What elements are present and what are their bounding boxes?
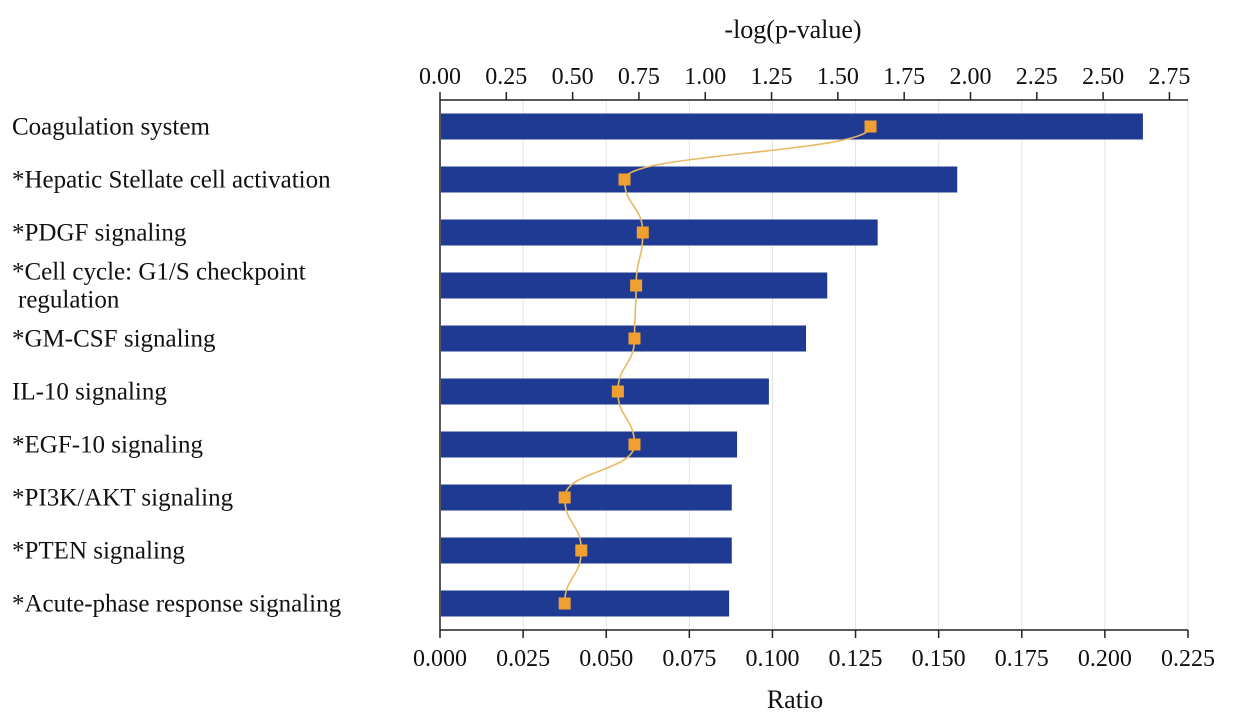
category-label-line: *Hepatic Stellate cell activation [12,167,331,194]
bar [441,219,878,246]
top-tick-label: 0.50 [552,64,594,90]
category-label-line: *GM-CSF signaling [12,326,216,353]
bottom-tick-label: 0.125 [829,646,883,672]
bottom-tick-label: 0.100 [745,646,799,672]
bar [441,325,807,352]
bar [441,590,730,617]
category-label-line: *EGF-10 signaling [12,432,203,459]
top-tick-label: 0.00 [419,64,461,90]
category-label-line: *PDGF signaling [12,220,187,247]
ratio-marker [628,332,641,345]
category-label: *Cell cycle: G1/S checkpoint regulation [12,259,306,314]
category-label: IL-10 signaling [12,379,167,406]
bottom-axis-title: Ratio [767,685,823,714]
category-label-line: *PI3K/AKT signaling [12,485,234,512]
category-label-line: *PTEN signaling [12,538,185,565]
top-tick-label: 0.25 [485,64,527,90]
category-label: *PDGF signaling [12,220,187,247]
category-label: *EGF-10 signaling [12,432,203,459]
top-tick-label: 2.25 [1016,64,1058,90]
ratio-line [563,126,872,604]
category-label-line: Coagulation system [12,114,210,141]
top-tick-label: 1.50 [817,64,859,90]
ratio-marker [558,491,571,504]
category-label: *Acute-phase response signaling [12,591,342,618]
category-label-line: *Acute-phase response signaling [12,591,342,618]
bar [441,431,738,458]
category-label: *GM-CSF signaling [12,326,216,353]
top-tick-label: 2.00 [949,64,991,90]
category-label-line: regulation [18,287,120,314]
ratio-marker [864,120,877,133]
line-layer [558,120,877,610]
bar [441,113,1143,140]
category-label: *PTEN signaling [12,538,185,565]
axis-layer: 0.00 0.25 0.50 0.75 1.00 1.25 1.50 1.75 2.00 2.25… [413,64,1215,672]
top-tick-label: 2.75 [1148,64,1190,90]
bottom-tick-label: 0.175 [995,646,1049,672]
top-tick-label: 1.00 [684,64,726,90]
bottom-tick-label: 0.000 [413,646,467,672]
top-tick-label: 1.75 [883,64,925,90]
bar-layer [441,113,1143,617]
top-tick-label: 0.75 [618,64,660,90]
bottom-tick-label: 0.200 [1078,646,1132,672]
bottom-tick-label: 0.075 [662,646,716,672]
category-label: Coagulation system [12,114,210,141]
ratio-marker [636,226,649,239]
category-label: *Hepatic Stellate cell activation [12,167,331,194]
top-tick-label: 2.50 [1082,64,1124,90]
bottom-tick-label: 0.150 [912,646,966,672]
ratio-marker [611,385,624,398]
top-axis-title: -log(p-value) [724,15,861,44]
ratio-marker [558,597,571,610]
ratio-marker [630,279,643,292]
bar [441,378,769,405]
ratio-marker [618,173,631,186]
bottom-tick-label: 0.225 [1161,646,1215,672]
top-tick-label: 1.25 [751,64,793,90]
ratio-marker [628,438,641,451]
category-label-line: IL-10 signaling [12,379,167,406]
bottom-tick-label: 0.025 [496,646,550,672]
bottom-tick-label: 0.050 [579,646,633,672]
category-label-line: *Cell cycle: G1/S checkpoint [12,259,306,286]
bar [441,166,958,193]
label-layer: -log(p-value) Ratio Coagulation system *H… [12,15,862,714]
bar [441,484,732,511]
ratio-marker [575,544,588,557]
category-label: *PI3K/AKT signaling [12,485,234,512]
